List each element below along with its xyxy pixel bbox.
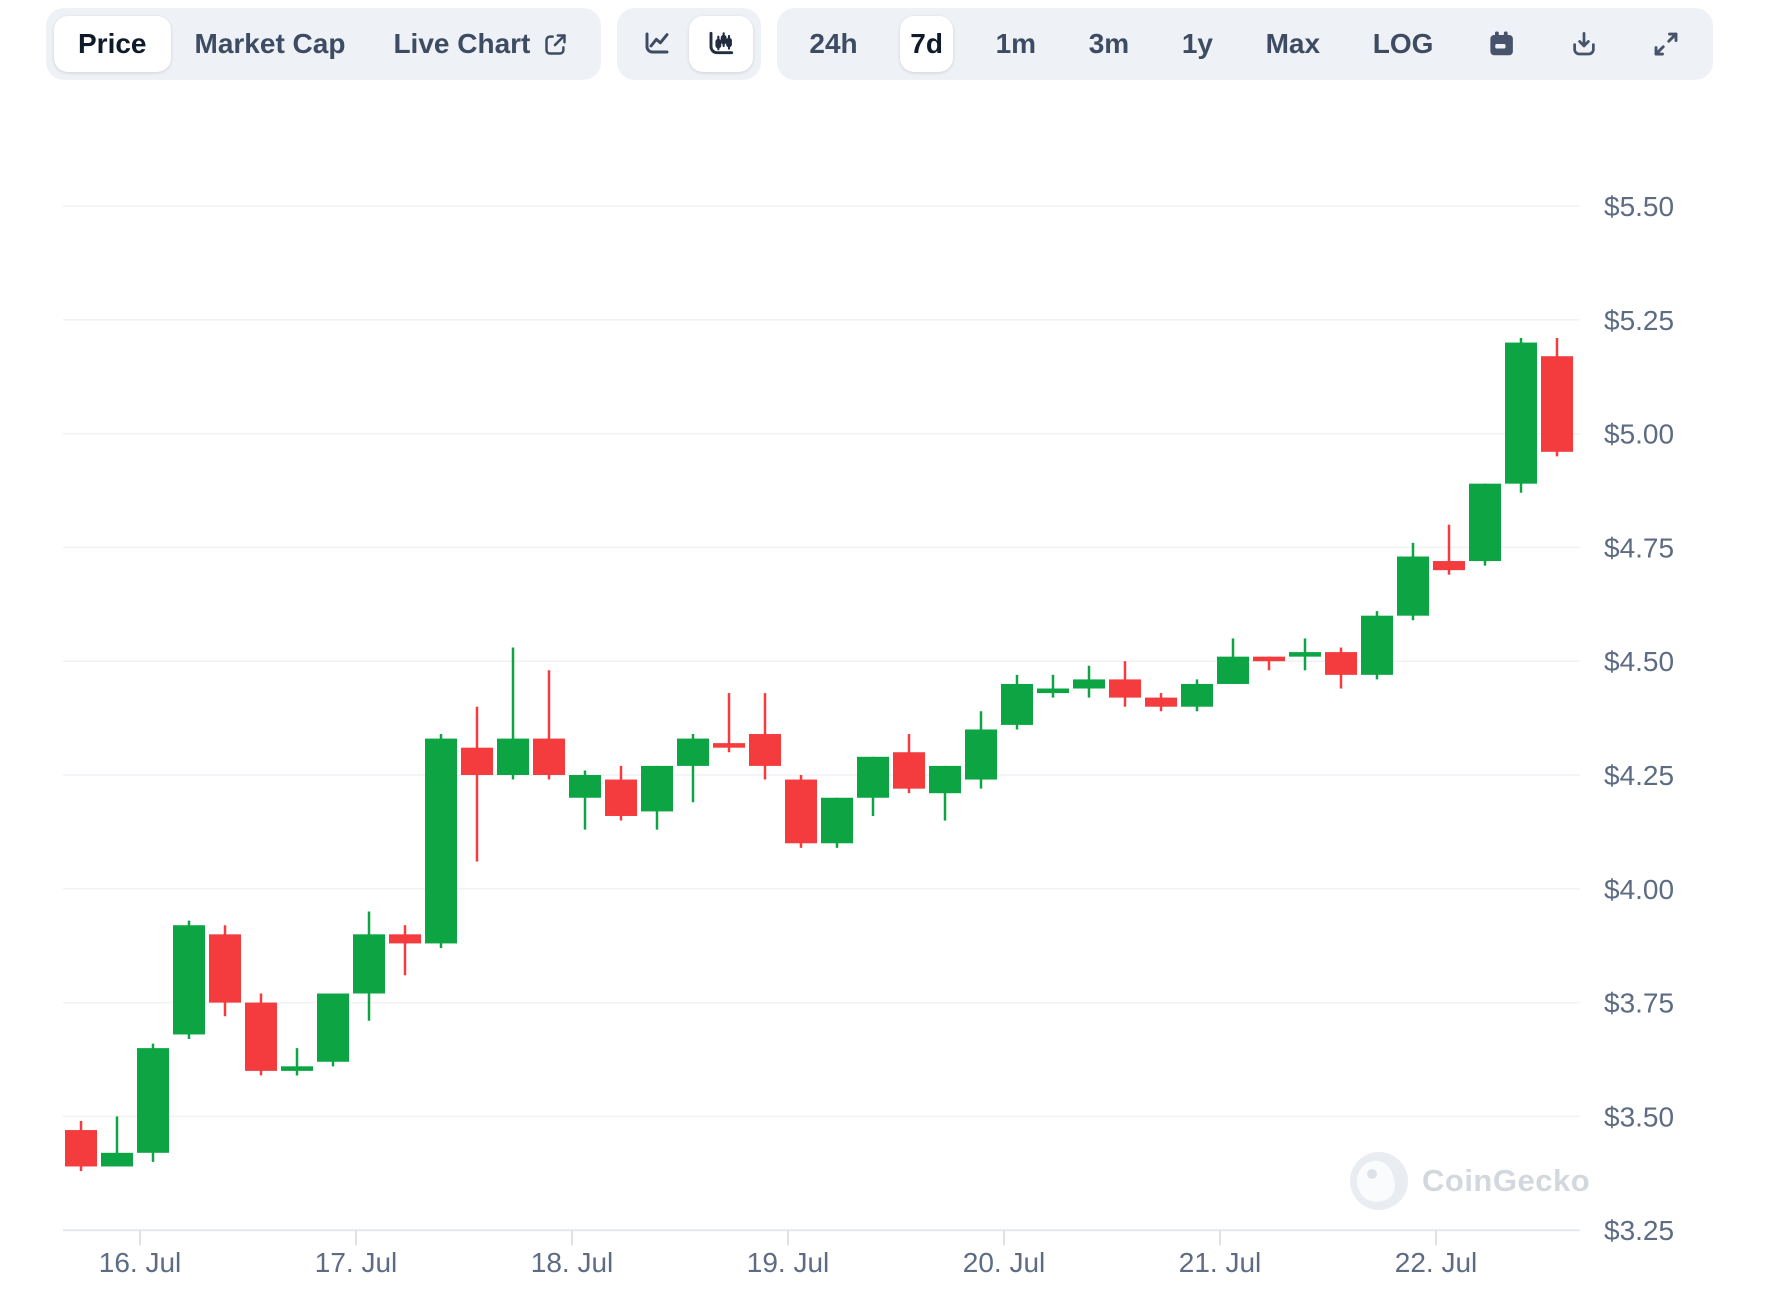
candle-body[interactable] — [1289, 652, 1321, 657]
tab-market-cap[interactable]: Market Cap — [171, 16, 370, 72]
candle-body[interactable] — [209, 934, 241, 1003]
x-axis-label: 19. Jul — [747, 1247, 830, 1278]
candle-body[interactable] — [137, 1048, 169, 1153]
coingecko-watermark: CoinGecko — [1350, 1152, 1590, 1210]
range-7d-label: 7d — [910, 28, 943, 59]
candle-body[interactable] — [533, 738, 565, 775]
range-3m-label: 3m — [1088, 28, 1130, 59]
external-link-icon — [542, 31, 569, 58]
x-axis-label: 21. Jul — [1179, 1247, 1262, 1278]
y-axis-label: $5.00 — [1604, 419, 1674, 450]
tab-live-chart-label: Live Chart — [393, 28, 531, 59]
candle-body[interactable] — [497, 738, 529, 775]
chart-toolbar: Price Market Cap Live Chart — [46, 8, 1714, 80]
candle-body[interactable] — [65, 1130, 97, 1167]
candle-body[interactable] — [569, 775, 601, 798]
candle-body[interactable] — [785, 779, 817, 844]
y-axis-label: $4.25 — [1604, 760, 1674, 791]
range-1y-label: 1y — [1181, 28, 1213, 59]
candle-body[interactable] — [1217, 656, 1249, 684]
candle-body[interactable] — [353, 934, 385, 994]
tab-live-chart[interactable]: Live Chart — [369, 16, 593, 72]
candle-body[interactable] — [389, 934, 421, 944]
candle-body[interactable] — [1073, 679, 1105, 689]
candle-body[interactable] — [1253, 656, 1285, 662]
candlestick-chart-icon — [705, 28, 737, 60]
chart-type-line-button[interactable] — [625, 16, 689, 72]
candle-body[interactable] — [281, 1066, 313, 1071]
candle-body[interactable] — [641, 765, 673, 812]
download-icon — [1569, 29, 1599, 59]
candle-body[interactable] — [929, 765, 961, 794]
tab-price[interactable]: Price — [54, 16, 171, 72]
range-3m-button[interactable]: 3m — [1079, 16, 1139, 72]
range-24h-button[interactable]: 24h — [799, 16, 867, 72]
candle-body[interactable] — [1109, 679, 1141, 698]
candle-body[interactable] — [1361, 615, 1393, 675]
calendar-button[interactable] — [1476, 16, 1526, 72]
line-chart-icon — [641, 28, 673, 60]
time-range-group: 24h 7d 1m 3m 1y Max LOG — [777, 8, 1714, 80]
range-max-label: Max — [1265, 28, 1321, 59]
candle-body[interactable] — [101, 1152, 133, 1167]
y-axis-label: $3.75 — [1604, 988, 1674, 1019]
range-max-button[interactable]: Max — [1256, 16, 1330, 72]
candle-body[interactable] — [821, 797, 853, 844]
y-axis-label: $5.50 — [1604, 191, 1674, 222]
y-axis-label: $4.00 — [1604, 874, 1674, 905]
x-axis-label: 17. Jul — [315, 1247, 398, 1278]
candle-body[interactable] — [749, 734, 781, 766]
candle-body[interactable] — [1325, 652, 1357, 675]
candle-body[interactable] — [173, 925, 205, 1035]
candle-body[interactable] — [1541, 356, 1573, 452]
log-scale-label: LOG — [1372, 28, 1434, 59]
y-axis-label: $4.75 — [1604, 532, 1674, 563]
candle-body[interactable] — [965, 729, 997, 780]
candle-body[interactable] — [317, 993, 349, 1062]
candle-body[interactable] — [1145, 697, 1177, 707]
x-axis-label: 16. Jul — [99, 1247, 182, 1278]
candle-body[interactable] — [893, 752, 925, 789]
candle-body[interactable] — [1505, 342, 1537, 484]
candle-body[interactable] — [425, 738, 457, 944]
x-axis-label: 20. Jul — [963, 1247, 1046, 1278]
x-axis-label: 18. Jul — [531, 1247, 614, 1278]
range-1m-button[interactable]: 1m — [986, 16, 1046, 72]
candle-body[interactable] — [245, 1002, 277, 1071]
range-24h-label: 24h — [809, 28, 858, 59]
y-axis-label: $3.50 — [1604, 1101, 1674, 1132]
download-button[interactable] — [1559, 16, 1609, 72]
candle-body[interactable] — [605, 779, 637, 816]
tab-price-label: Price — [78, 28, 147, 59]
range-1y-button[interactable]: 1y — [1172, 16, 1223, 72]
candle-body[interactable] — [1469, 483, 1501, 562]
watermark-text: CoinGecko — [1422, 1163, 1591, 1198]
candle-body[interactable] — [713, 743, 745, 748]
chart-type-candlestick-button[interactable] — [689, 16, 754, 72]
range-1m-label: 1m — [995, 28, 1037, 59]
candle-body[interactable] — [857, 756, 889, 798]
metric-toggle-group: Price Market Cap Live Chart — [46, 8, 602, 80]
tab-market-cap-label: Market Cap — [194, 28, 346, 59]
candle-body[interactable] — [461, 747, 493, 775]
coingecko-logo-icon — [1350, 1152, 1408, 1210]
log-scale-button[interactable]: LOG — [1363, 16, 1444, 72]
chart-type-toggle-group — [617, 8, 762, 80]
calendar-icon — [1486, 29, 1516, 59]
range-7d-button[interactable]: 7d — [900, 16, 953, 72]
y-axis-label: $3.25 — [1604, 1215, 1674, 1246]
x-axis-label: 22. Jul — [1395, 1247, 1478, 1278]
candle-body[interactable] — [677, 738, 709, 766]
fullscreen-button[interactable] — [1641, 16, 1691, 72]
candle-body[interactable] — [1001, 683, 1033, 725]
candle-body[interactable] — [1433, 561, 1465, 571]
candle-body[interactable] — [1181, 683, 1213, 707]
candle-body[interactable] — [1037, 688, 1069, 694]
fullscreen-expand-icon — [1651, 29, 1681, 59]
candle-body[interactable] — [1397, 556, 1429, 616]
y-axis-label: $5.25 — [1604, 305, 1674, 336]
y-axis-label: $4.50 — [1604, 646, 1674, 677]
